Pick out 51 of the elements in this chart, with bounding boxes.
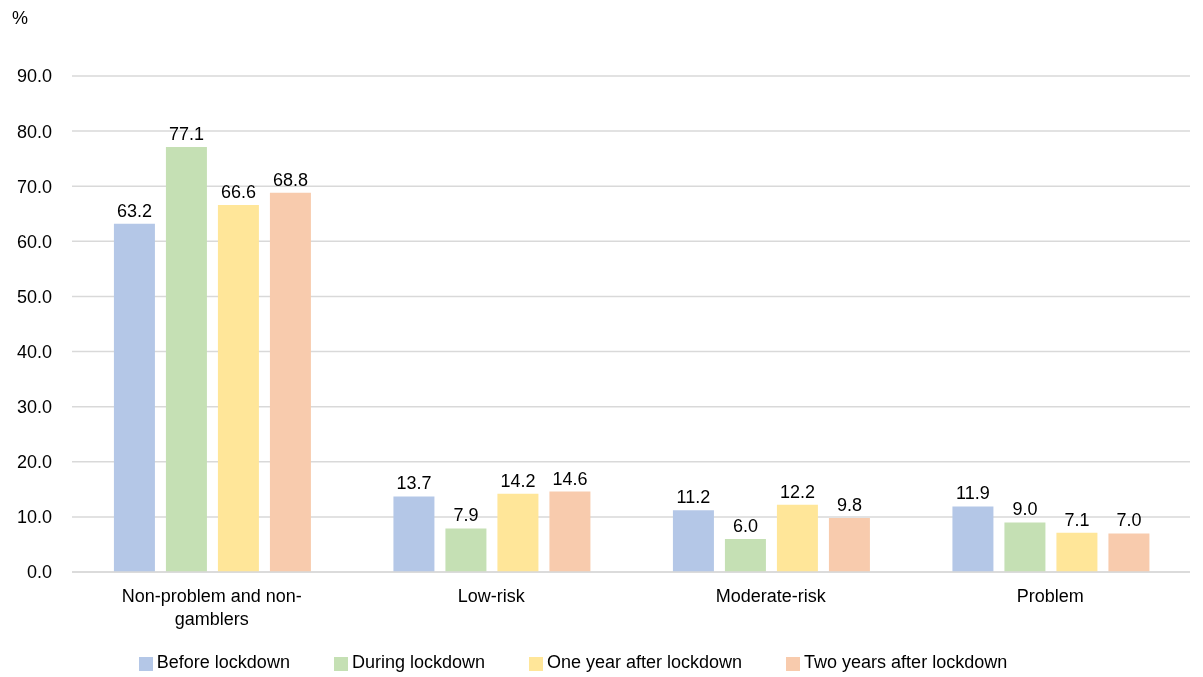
bar [549, 491, 591, 572]
y-tick-label: 70.0 [16, 176, 52, 197]
x-tick-label: Problem [1016, 586, 1084, 606]
bar [776, 504, 818, 572]
legend-label: During lockdown [351, 652, 485, 672]
data-label: 66.6 [220, 181, 256, 202]
data-label: 7.1 [1064, 509, 1090, 530]
data-label: 77.1 [168, 124, 204, 145]
y-tick-label: 40.0 [16, 341, 52, 362]
data-label: 7.9 [453, 505, 479, 526]
bar [1108, 533, 1150, 572]
y-tick-label: 30.0 [16, 397, 52, 418]
x-tick-label: Low-risk [457, 586, 526, 606]
data-label: 63.2 [116, 200, 152, 221]
data-label: 7.0 [1116, 510, 1142, 531]
bar [217, 204, 259, 572]
bar [269, 192, 311, 572]
bar [724, 538, 766, 572]
data-label: 11.9 [956, 483, 990, 504]
bar [1004, 522, 1046, 572]
data-label: 9.0 [1012, 499, 1038, 520]
y-tick-label: 90.0 [16, 66, 52, 87]
legend-label: Two years after lockdown [804, 652, 1008, 672]
bar [672, 510, 714, 572]
y-tick-label: 80.0 [16, 121, 52, 142]
bar [393, 496, 435, 572]
bar [1056, 532, 1098, 572]
y-axis-title: % [12, 8, 29, 29]
y-tick-label: 50.0 [16, 286, 52, 307]
data-label: 9.8 [836, 494, 862, 515]
data-label: 6.0 [732, 515, 758, 536]
bar [113, 223, 155, 572]
data-label: 68.8 [272, 169, 308, 190]
bar [828, 517, 870, 572]
data-label: 13.7 [396, 473, 432, 494]
y-tick-label: 10.0 [16, 507, 52, 528]
bar [165, 147, 207, 572]
y-tick-label: 60.0 [16, 231, 52, 252]
x-tick-label: Non-problem and non-gamblers [121, 586, 302, 629]
y-tick-label: 0.0 [26, 562, 52, 583]
bar [445, 528, 487, 572]
x-tick-label: Moderate-risk [715, 586, 827, 606]
data-label: 14.6 [552, 468, 588, 489]
legend-label: One year after lockdown [546, 652, 743, 672]
y-tick-label: 20.0 [16, 452, 52, 473]
bar [497, 493, 539, 572]
data-label: 14.2 [500, 470, 536, 491]
bar [952, 506, 994, 572]
legend-label: Before lockdown [156, 652, 290, 672]
data-label: 11.2 [676, 487, 711, 508]
data-label: 12.2 [779, 481, 815, 502]
